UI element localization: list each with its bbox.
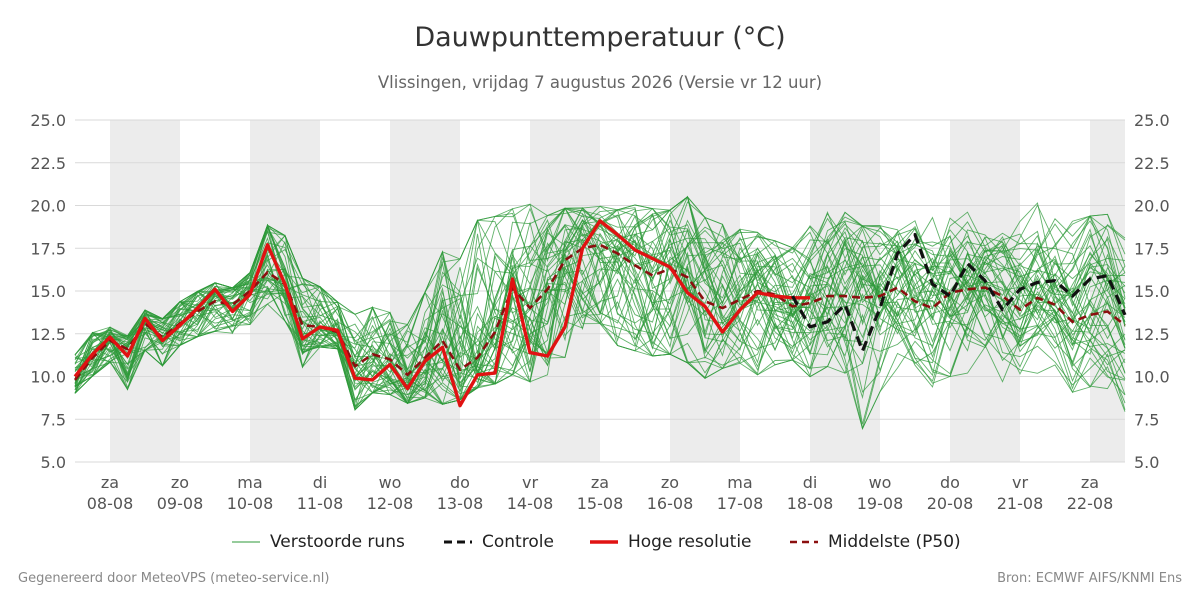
- x-tick-date-8: 16-08: [647, 494, 694, 513]
- hires-line: [73, 219, 810, 408]
- y-tick-right-0: 5.0: [1134, 453, 1159, 472]
- y-tick-right-4: 15.0: [1134, 282, 1170, 301]
- y-tick-right-7: 22.5: [1134, 154, 1170, 173]
- x-tick-date-7: 15-08: [577, 494, 624, 513]
- x-tick-weekday-2: ma: [237, 473, 262, 492]
- x-tick-weekday-5: do: [450, 473, 470, 492]
- x-tick-date-2: 10-08: [227, 494, 274, 513]
- control-line: [791, 233, 1127, 353]
- y-tick-left-5: 17.5: [30, 239, 66, 258]
- y-tick-right-6: 20.0: [1134, 197, 1170, 216]
- x-tick-date-13: 21-08: [997, 494, 1044, 513]
- y-tick-left-2: 10.0: [30, 368, 66, 387]
- x-tick-weekday-13: vr: [1012, 473, 1028, 492]
- x-tick-date-1: 09-08: [157, 494, 204, 513]
- x-tick-weekday-1: zo: [171, 473, 189, 492]
- perturbed-run-29: [74, 219, 1126, 431]
- perturbed-run-49: [74, 207, 1126, 405]
- x-tick-date-14: 22-08: [1067, 494, 1114, 513]
- x-tick-weekday-4: wo: [379, 473, 402, 492]
- x-tick-weekday-11: wo: [869, 473, 892, 492]
- y-tick-left-1: 7.5: [41, 410, 66, 429]
- legend-label-median: Middelste (P50): [828, 532, 961, 552]
- x-tick-weekday-7: za: [591, 473, 609, 492]
- x-tick-weekday-10: di: [803, 473, 818, 492]
- x-tick-weekday-6: vr: [522, 473, 538, 492]
- legend-label-control: Controle: [482, 532, 554, 552]
- x-tick-weekday-0: za: [101, 473, 119, 492]
- x-tick-weekday-8: zo: [661, 473, 679, 492]
- perturbed-run-15: [74, 196, 1126, 411]
- y-tick-left-0: 5.0: [41, 453, 66, 472]
- x-tick-date-10: 18-08: [787, 494, 834, 513]
- footer-generator: Gegenereerd door MeteoVPS (meteo-service…: [18, 571, 330, 586]
- x-tick-date-5: 13-08: [437, 494, 484, 513]
- legend-item-hires: Hoge resolutie: [590, 527, 752, 557]
- y-tick-right-1: 7.5: [1134, 410, 1159, 429]
- legend-item-control: Controle: [444, 527, 554, 557]
- y-tick-left-3: 12.5: [30, 325, 66, 344]
- x-tick-date-11: 19-08: [857, 494, 904, 513]
- chart-title: Dauwpunttemperatuur (°C): [414, 22, 786, 53]
- footer-source: Bron: ECMWF AIFS/KNMI Ens: [997, 571, 1182, 586]
- legend: Verstoorde runs Controle Hoge resolutie …: [0, 527, 1200, 557]
- median-line: [73, 243, 1126, 381]
- x-tick-weekday-14: za: [1081, 473, 1099, 492]
- perturbed-run-41: [74, 204, 1126, 411]
- y-tick-right-2: 10.0: [1134, 368, 1170, 387]
- perturbed-run-36: [74, 212, 1126, 378]
- y-tick-right-8: 25.0: [1134, 111, 1170, 130]
- legend-swatch-control: [444, 540, 472, 544]
- x-tick-date-3: 11-08: [297, 494, 344, 513]
- perturbed-run-37: [74, 211, 1126, 380]
- legend-swatch-perturbed: [232, 541, 260, 543]
- x-tick-weekday-3: di: [313, 473, 328, 492]
- y-tick-left-6: 20.0: [30, 197, 66, 216]
- x-tick-weekday-9: ma: [727, 473, 752, 492]
- legend-label-hires: Hoge resolutie: [628, 532, 752, 552]
- legend-item-median: Middelste (P50): [790, 527, 961, 557]
- x-tick-date-12: 20-08: [927, 494, 974, 513]
- perturbed-run-38: [74, 208, 1126, 408]
- y-tick-right-5: 17.5: [1134, 239, 1170, 258]
- y-tick-right-3: 12.5: [1134, 325, 1170, 344]
- perturbed-run-48: [74, 217, 1126, 405]
- perturbed-run-32: [74, 225, 1126, 401]
- x-tick-date-0: 08-08: [87, 494, 134, 513]
- perturbed-run-42: [74, 201, 1126, 388]
- chart-subtitle: Vlissingen, vrijdag 7 augustus 2026 (Ver…: [377, 73, 823, 92]
- perturbed-run-45: [74, 203, 1126, 406]
- x-tick-weekday-12: do: [940, 473, 960, 492]
- y-tick-left-4: 15.0: [30, 282, 66, 301]
- legend-label-perturbed: Verstoorde runs: [270, 532, 405, 552]
- perturbed-run-39: [74, 217, 1126, 388]
- x-tick-date-6: 14-08: [507, 494, 554, 513]
- legend-swatch-median: [790, 540, 818, 544]
- x-tick-date-9: 17-08: [717, 494, 764, 513]
- perturbed-run-23: [74, 196, 1126, 389]
- legend-swatch-hires: [590, 540, 618, 544]
- x-tick-date-4: 12-08: [367, 494, 414, 513]
- y-tick-left-8: 25.0: [30, 111, 66, 130]
- legend-item-perturbed-runs: Verstoorde runs: [232, 527, 405, 557]
- y-tick-left-7: 22.5: [30, 154, 66, 173]
